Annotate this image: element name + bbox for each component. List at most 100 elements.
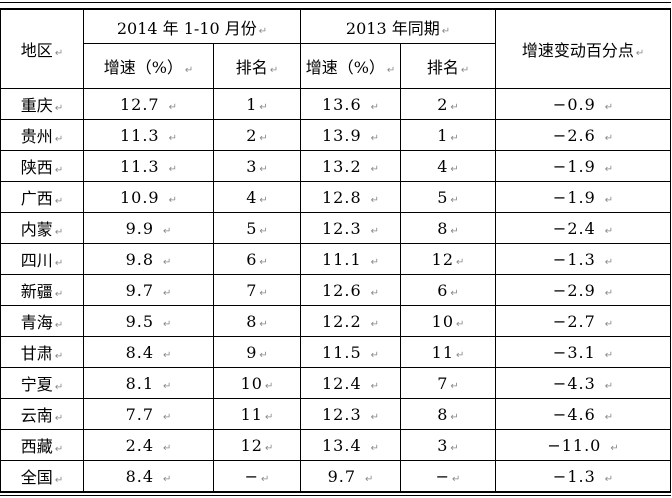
paragraph-mark-icon: ↵ bbox=[456, 318, 465, 330]
cell-change: −2.6 ↵ bbox=[495, 119, 672, 151]
paragraph-mark-icon: ↵ bbox=[450, 442, 459, 454]
paragraph-mark-icon: ↵ bbox=[456, 256, 465, 268]
cell-rank-2014: 9 ↵ bbox=[212, 336, 302, 368]
header-row-groups: 地区 ↵ 2014 年 1-10 月份 ↵ 2013 年同期 ↵ 增速变动百分点 ↵ bbox=[0, 8, 672, 89]
table-row: 贵州 ↵ 11.3 ↵ 2 ↵ 13.9 ↵ 1 ↵ −2.6 ↵ bbox=[0, 119, 672, 151]
paragraph-mark-icon: ↵ bbox=[604, 132, 614, 144]
paragraph-mark-icon: ↵ bbox=[269, 65, 279, 76]
cell-value: 12.3 bbox=[322, 404, 362, 424]
paragraph-mark-icon: ↵ bbox=[604, 473, 614, 485]
paragraph-mark-icon: ↵ bbox=[450, 101, 459, 113]
paragraph-mark-icon: ↵ bbox=[604, 318, 614, 330]
cell-growth-2014: 9.8 ↵ bbox=[83, 243, 214, 275]
paragraph-mark-icon: ↵ bbox=[163, 411, 172, 423]
table-row: 宁夏 ↵ 8.1 ↵ 10 ↵ 12.4 ↵ 7 ↵ −4.3 ↵ bbox=[0, 367, 672, 399]
cell-value: −1.3 bbox=[552, 466, 596, 486]
cell-region: 青海 ↵ bbox=[0, 305, 84, 337]
paragraph-mark-icon: ↵ bbox=[264, 442, 274, 454]
cell-growth-2014: 8.4 ↵ bbox=[83, 460, 214, 493]
paragraph-mark-icon: ↵ bbox=[635, 48, 645, 59]
cell-growth-2013: 12.4 ↵ bbox=[300, 367, 402, 399]
paragraph-mark-icon: ↵ bbox=[370, 287, 380, 299]
cell-value: 11.1 bbox=[322, 249, 362, 269]
paragraph-mark-icon: ↵ bbox=[370, 256, 380, 268]
cell-growth-2014: 9.9 ↵ bbox=[83, 212, 214, 244]
cell-value: 四川 bbox=[20, 251, 53, 270]
cell-value: 13.4 bbox=[322, 435, 362, 455]
cell-value: 11 bbox=[240, 404, 263, 424]
header-label: 地区 bbox=[20, 41, 53, 60]
paragraph-mark-icon: ↵ bbox=[168, 163, 177, 175]
paragraph-mark-icon: ↵ bbox=[163, 473, 172, 485]
paragraph-mark-icon: ↵ bbox=[370, 194, 380, 206]
paragraph-mark-icon: ↵ bbox=[259, 349, 268, 361]
cell-value: 8 bbox=[246, 311, 258, 331]
header-period-2013: 2013 年同期 ↵ bbox=[300, 8, 497, 44]
paragraph-mark-icon: ↵ bbox=[54, 351, 64, 362]
paragraph-mark-icon: ↵ bbox=[610, 442, 619, 454]
paragraph-mark-icon: ↵ bbox=[264, 380, 274, 392]
cell-value: 11 bbox=[431, 342, 454, 362]
paragraph-mark-icon: ↵ bbox=[450, 194, 459, 206]
cell-value: −1.9 bbox=[552, 187, 596, 207]
header-label: 2013 年同期 bbox=[345, 18, 440, 38]
cell-value: 12.4 bbox=[322, 373, 362, 393]
cell-growth-2013: 12.2 ↵ bbox=[300, 305, 402, 337]
paragraph-mark-icon: ↵ bbox=[604, 349, 614, 361]
cell-value: 12 bbox=[240, 435, 263, 455]
cell-value: 2.4 bbox=[125, 435, 155, 455]
cell-value: −4.3 bbox=[552, 373, 596, 393]
paragraph-mark-icon: ↵ bbox=[168, 101, 177, 113]
paragraph-mark-icon: ↵ bbox=[450, 287, 459, 299]
cell-value: 12 bbox=[431, 249, 454, 269]
cell-value: 12.6 bbox=[322, 280, 362, 300]
header-label: 增速变动百分点 bbox=[521, 41, 634, 60]
header-label: 2014 年 1-10 月份 bbox=[116, 18, 257, 38]
cell-value: 7 bbox=[246, 280, 258, 300]
cell-growth-2014: 12.7 ↵ bbox=[83, 88, 214, 120]
cell-value: − bbox=[435, 466, 451, 486]
paragraph-mark-icon: ↵ bbox=[604, 287, 614, 299]
cell-region: 云南 ↵ bbox=[0, 398, 84, 430]
paragraph-mark-icon: ↵ bbox=[259, 101, 268, 113]
cell-value: 4 bbox=[246, 187, 258, 207]
cell-growth-2013: 13.6 ↵ bbox=[300, 88, 402, 120]
cell-region: 四川 ↵ bbox=[0, 243, 84, 275]
table-row: 广西 ↵ 10.9 ↵ 4 ↵ 12.8 ↵ 5 ↵ −1.9 ↵ bbox=[0, 181, 672, 213]
cell-rank-2014: 6 ↵ bbox=[212, 243, 302, 275]
paragraph-mark-icon: ↵ bbox=[604, 101, 614, 113]
cell-region: 广西 ↵ bbox=[0, 181, 84, 213]
paragraph-mark-icon: ↵ bbox=[450, 163, 459, 175]
cell-rank-2013: 2 ↵ bbox=[400, 88, 497, 120]
paragraph-mark-icon: ↵ bbox=[604, 163, 614, 175]
cell-value: 6 bbox=[437, 280, 449, 300]
paragraph-mark-icon: ↵ bbox=[456, 349, 465, 361]
paragraph-mark-icon: ↵ bbox=[370, 411, 380, 423]
cell-region: 宁夏 ↵ bbox=[0, 367, 84, 399]
cell-value: 11.3 bbox=[119, 156, 160, 176]
cell-value: 内蒙 bbox=[20, 220, 53, 239]
cell-rank-2013: 11 ↵ bbox=[400, 336, 497, 368]
cell-growth-2013: 11.1 ↵ bbox=[300, 243, 402, 275]
paragraph-mark-icon: ↵ bbox=[450, 132, 459, 144]
cell-value: 1 bbox=[246, 94, 258, 114]
cell-rank-2013: 5 ↵ bbox=[400, 181, 497, 213]
cell-growth-2013: 13.2 ↵ bbox=[300, 150, 402, 182]
paragraph-mark-icon: ↵ bbox=[54, 289, 64, 300]
paragraph-mark-icon: ↵ bbox=[365, 473, 374, 485]
cell-value: 9.9 bbox=[125, 218, 155, 238]
cell-region: 重庆 ↵ bbox=[0, 88, 84, 120]
paragraph-mark-icon: ↵ bbox=[450, 380, 459, 392]
cell-value: 9.7 bbox=[327, 466, 357, 486]
regional-growth-table: 地区 ↵ 2014 年 1-10 月份 ↵ 2013 年同期 ↵ 增速变动百分点 ↵ 增… bbox=[0, 8, 672, 493]
cell-growth-2014: 7.7 ↵ bbox=[83, 398, 214, 430]
cell-growth-2014: 8.1 ↵ bbox=[83, 367, 214, 399]
cell-value: 2 bbox=[437, 94, 449, 114]
header-label: 增速（%） bbox=[305, 58, 385, 77]
cell-growth-2013: 9.7 ↵ bbox=[300, 460, 402, 493]
paragraph-mark-icon: ↵ bbox=[168, 194, 177, 206]
cell-value: 8 bbox=[437, 404, 449, 424]
cell-value: 2 bbox=[246, 125, 258, 145]
paragraph-mark-icon: ↵ bbox=[54, 320, 64, 331]
paragraph-mark-icon: ↵ bbox=[460, 65, 470, 76]
